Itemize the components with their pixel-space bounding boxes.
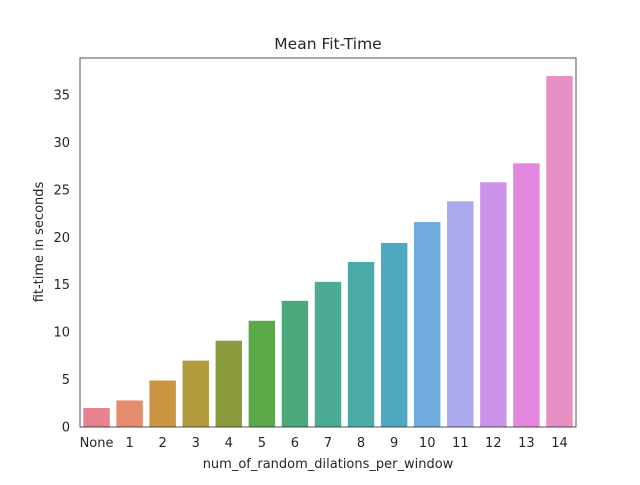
bar-6 (281, 300, 309, 427)
x-tick-label: 4 (225, 436, 233, 451)
bar-3 (182, 360, 209, 427)
y-axis-ticks: 0 5 10 15 20 25 30 35 (53, 88, 70, 435)
x-tick-label: 14 (551, 436, 568, 451)
bar-13 (513, 163, 540, 428)
bar-10 (413, 222, 441, 427)
bar-7 (314, 281, 342, 427)
x-tick-label: 3 (192, 436, 200, 451)
x-tick-label: 13 (518, 436, 535, 451)
bar-12 (480, 182, 507, 427)
bar-8 (347, 261, 375, 427)
y-tick-label: 35 (53, 88, 70, 103)
x-tick-label: 12 (485, 436, 502, 451)
x-axis-ticks: None 1 2 3 4 5 6 7 8 9 10 11 12 13 14 (80, 436, 568, 451)
x-axis-label: num_of_random_dilations_per_window (203, 457, 454, 472)
y-tick-label: 25 (53, 183, 70, 198)
bar-5 (248, 320, 276, 427)
y-tick-label: 30 (53, 136, 70, 151)
chart-title: Mean Fit-Time (274, 35, 381, 53)
bar-2 (149, 380, 176, 427)
y-tick-label: 5 (62, 373, 70, 388)
y-tick-label: 0 (62, 421, 70, 436)
bar-11 (447, 201, 474, 427)
y-axis-label: fit-time in seconds (32, 181, 47, 302)
x-tick-label: 5 (258, 436, 266, 451)
x-tick-label: 2 (159, 436, 167, 451)
x-tick-label: 6 (291, 436, 299, 451)
bar-none (83, 408, 110, 427)
x-tick-label: 8 (357, 436, 365, 451)
bar-4 (215, 340, 243, 427)
x-tick-label: None (80, 436, 114, 451)
plot-frame (79, 57, 577, 428)
x-tick-label: 9 (390, 436, 398, 451)
bar-9 (380, 242, 408, 427)
x-tick-label: 11 (452, 436, 469, 451)
x-tick-label: 10 (419, 436, 436, 451)
bar-14 (546, 76, 573, 428)
bars-group (83, 76, 573, 428)
y-tick-label: 15 (53, 278, 70, 293)
y-tick-label: 10 (53, 326, 70, 341)
y-tick-label: 20 (53, 231, 70, 246)
x-tick-label: 7 (324, 436, 332, 451)
x-tick-label: 1 (125, 436, 133, 451)
bar-1 (116, 400, 143, 427)
